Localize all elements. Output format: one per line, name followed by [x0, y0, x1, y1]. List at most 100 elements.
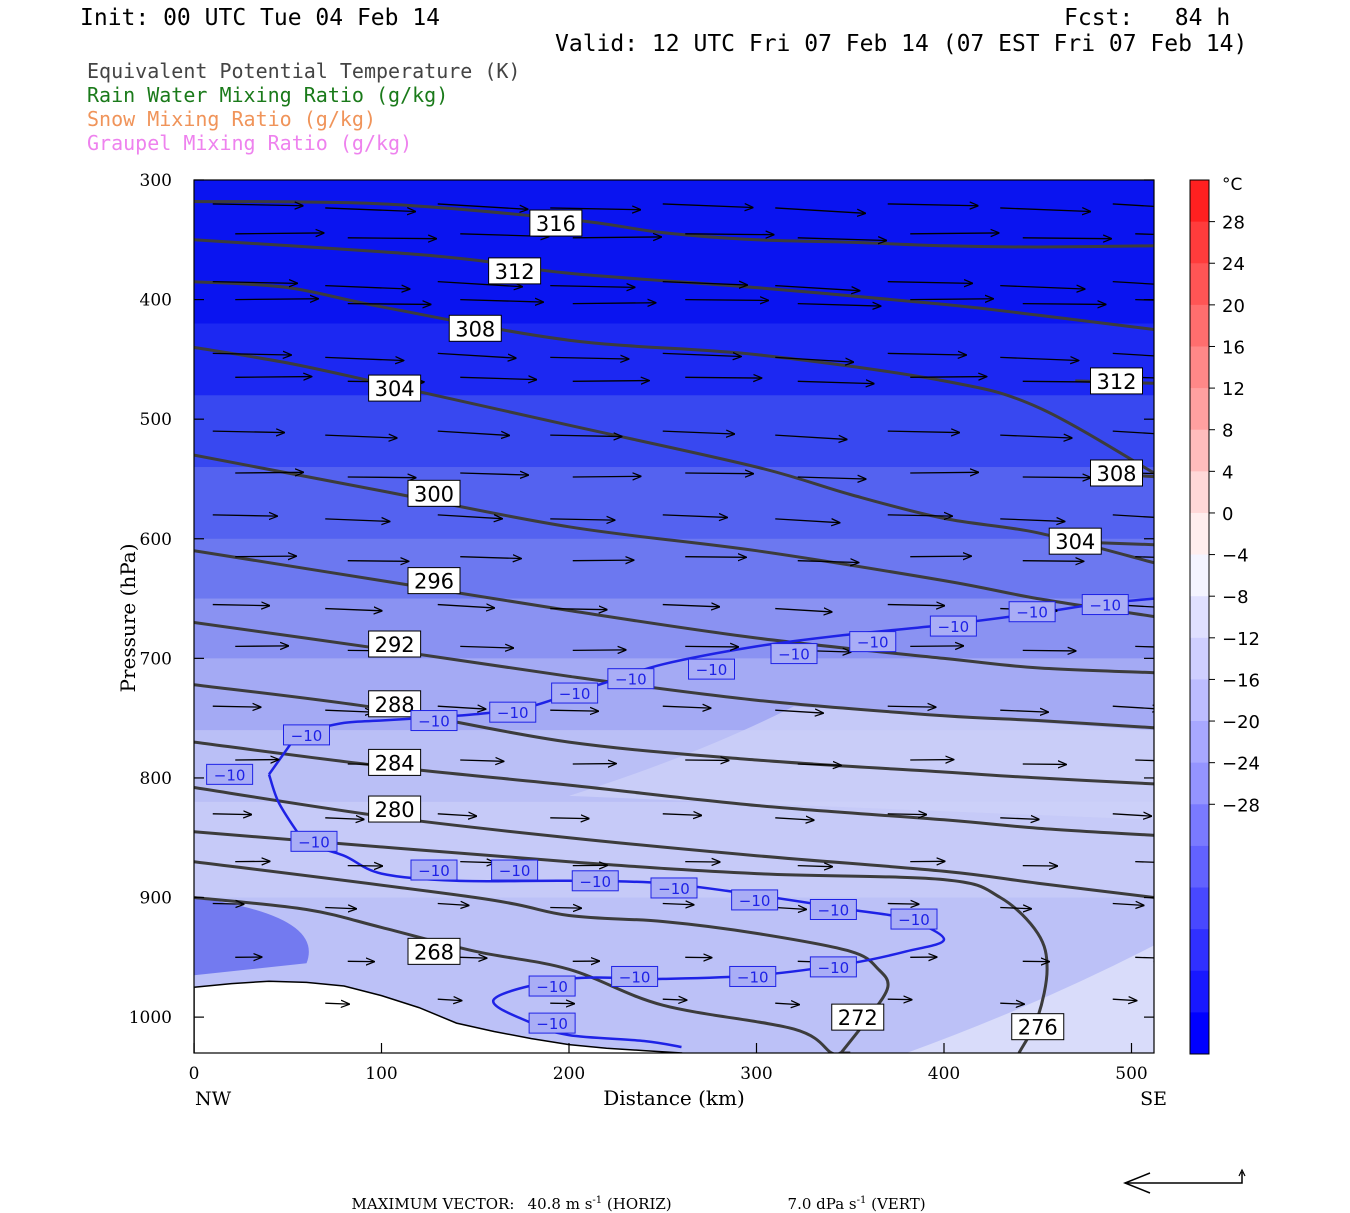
x-tick-label: 0 [189, 1064, 200, 1084]
y-tick-label: 900 [140, 889, 172, 909]
label-text: 300 [414, 482, 454, 506]
label-text: 268 [414, 940, 454, 964]
colorbar-swatch [1190, 430, 1209, 472]
x-tick-label: 500 [1115, 1064, 1147, 1084]
wind-vector [910, 233, 998, 234]
y-tick-label: 300 [140, 171, 172, 191]
wind-vector [1135, 957, 1161, 958]
colorbar-label: 24 [1222, 254, 1245, 275]
isotherm-label: −10 [810, 957, 856, 977]
isotherm-label-text: −10 [536, 1015, 568, 1033]
isotherm-label-text: −10 [818, 959, 850, 977]
max-vector-horiz: 40.8 m s-1 (HORIZ) [518, 1177, 672, 1213]
reference-vector [1125, 1170, 1245, 1193]
wind-vector [685, 646, 738, 647]
wind-vector [910, 472, 978, 473]
isotherm-label-text: −10 [536, 978, 568, 996]
wind-vector [1023, 650, 1076, 651]
isotherm-label: −10 [492, 860, 538, 880]
colorbar-swatch [1190, 305, 1209, 347]
isotherm-label: −10 [850, 632, 896, 652]
colorbar-label: −16 [1222, 670, 1260, 691]
wind-vector [235, 472, 303, 473]
colorbar-label: −20 [1222, 712, 1260, 733]
wind-vector [213, 814, 252, 815]
theta-e-label-308: 308 [449, 315, 501, 341]
colorbar-label: 0 [1222, 504, 1233, 525]
colorbar-label: −8 [1222, 587, 1249, 608]
label-text: 304 [375, 377, 415, 401]
theta-e-label-276: 276 [1012, 1014, 1064, 1040]
y-tick-label: 500 [140, 410, 172, 430]
wind-vector [910, 556, 971, 557]
wind-vector [573, 381, 649, 382]
label-text: 304 [1055, 530, 1095, 554]
wind-vector [213, 904, 244, 905]
isotherm-label: −10 [284, 725, 330, 745]
isotherm-label-text: −10 [291, 727, 323, 745]
y-tick-label: 700 [140, 649, 172, 669]
wind-vector [550, 908, 581, 909]
isotherm-label: −10 [771, 644, 817, 664]
theta-e-label-308: 308 [1091, 460, 1143, 486]
label-text: 288 [375, 693, 415, 717]
wind-vector [235, 556, 296, 557]
colorbar-swatch [1190, 763, 1209, 805]
wind-vector [348, 238, 436, 239]
wind-vector [348, 477, 416, 478]
label-text: 312 [1096, 370, 1136, 394]
x-tick-label: 200 [553, 1064, 585, 1084]
label-text: 308 [1096, 462, 1136, 486]
colorbar-swatch [1190, 638, 1209, 680]
isotherm-label-text: −10 [737, 968, 769, 986]
max-vector-vert: 7.0 dPa s-1 (VERT) [778, 1177, 926, 1213]
label-text: 280 [375, 798, 415, 822]
x-right-end-label: SE [1140, 1088, 1167, 1110]
wind-vector [1023, 304, 1106, 305]
label-text: 308 [455, 317, 495, 341]
wind-vector [550, 818, 589, 819]
colorbar-swatch [1190, 804, 1209, 846]
isotherm-label-text: −10 [818, 901, 850, 919]
wind-vector [910, 377, 986, 378]
isotherm-label-text: −10 [619, 968, 651, 986]
wind-vector [685, 377, 761, 378]
isotherm-label: −10 [651, 878, 697, 898]
isotherm-label-text: −10 [615, 671, 647, 689]
isotherm-label: −10 [608, 669, 654, 689]
wind-vector [235, 646, 288, 647]
wind-vector [910, 646, 963, 647]
isotherm-label: −10 [207, 764, 253, 784]
y-tick-label: 600 [140, 530, 172, 550]
theta-e-label-268: 268 [408, 938, 460, 964]
isotherm-label-text: −10 [1016, 604, 1048, 622]
colorbar-swatch [1190, 471, 1209, 513]
isotherm-label: −10 [612, 966, 658, 986]
isotherm-label: −10 [529, 1013, 575, 1033]
wind-vector [888, 814, 927, 815]
x-tick-label: 300 [740, 1064, 772, 1084]
isotherm-label-text: −10 [938, 618, 970, 636]
colorbar-label: 20 [1222, 296, 1245, 317]
wind-vector [910, 299, 993, 300]
colorbar-swatch [1190, 180, 1209, 222]
shade-band [194, 539, 1154, 600]
isotherm-label: −10 [529, 976, 575, 996]
isotherm-label: −10 [930, 616, 976, 636]
x-tick-label: 100 [365, 1064, 397, 1084]
wind-vector [573, 237, 661, 238]
label-text: 312 [495, 260, 535, 284]
isotherm-label-text: −10 [739, 892, 771, 910]
wind-vector [1023, 477, 1091, 478]
label-text: 316 [536, 212, 576, 236]
shade-band [194, 324, 1154, 397]
isotherm-label-text: −10 [696, 661, 728, 679]
colorbar-label: 8 [1222, 421, 1233, 442]
isotherm-label: −10 [490, 702, 536, 722]
isotherm-label-text: −10 [499, 862, 531, 880]
label-text: 284 [375, 751, 415, 775]
y-tick-label: 400 [140, 291, 172, 311]
wind-vector [1023, 561, 1084, 562]
theta-e-label-280: 280 [369, 796, 421, 822]
colorbar-label: 12 [1222, 379, 1245, 400]
